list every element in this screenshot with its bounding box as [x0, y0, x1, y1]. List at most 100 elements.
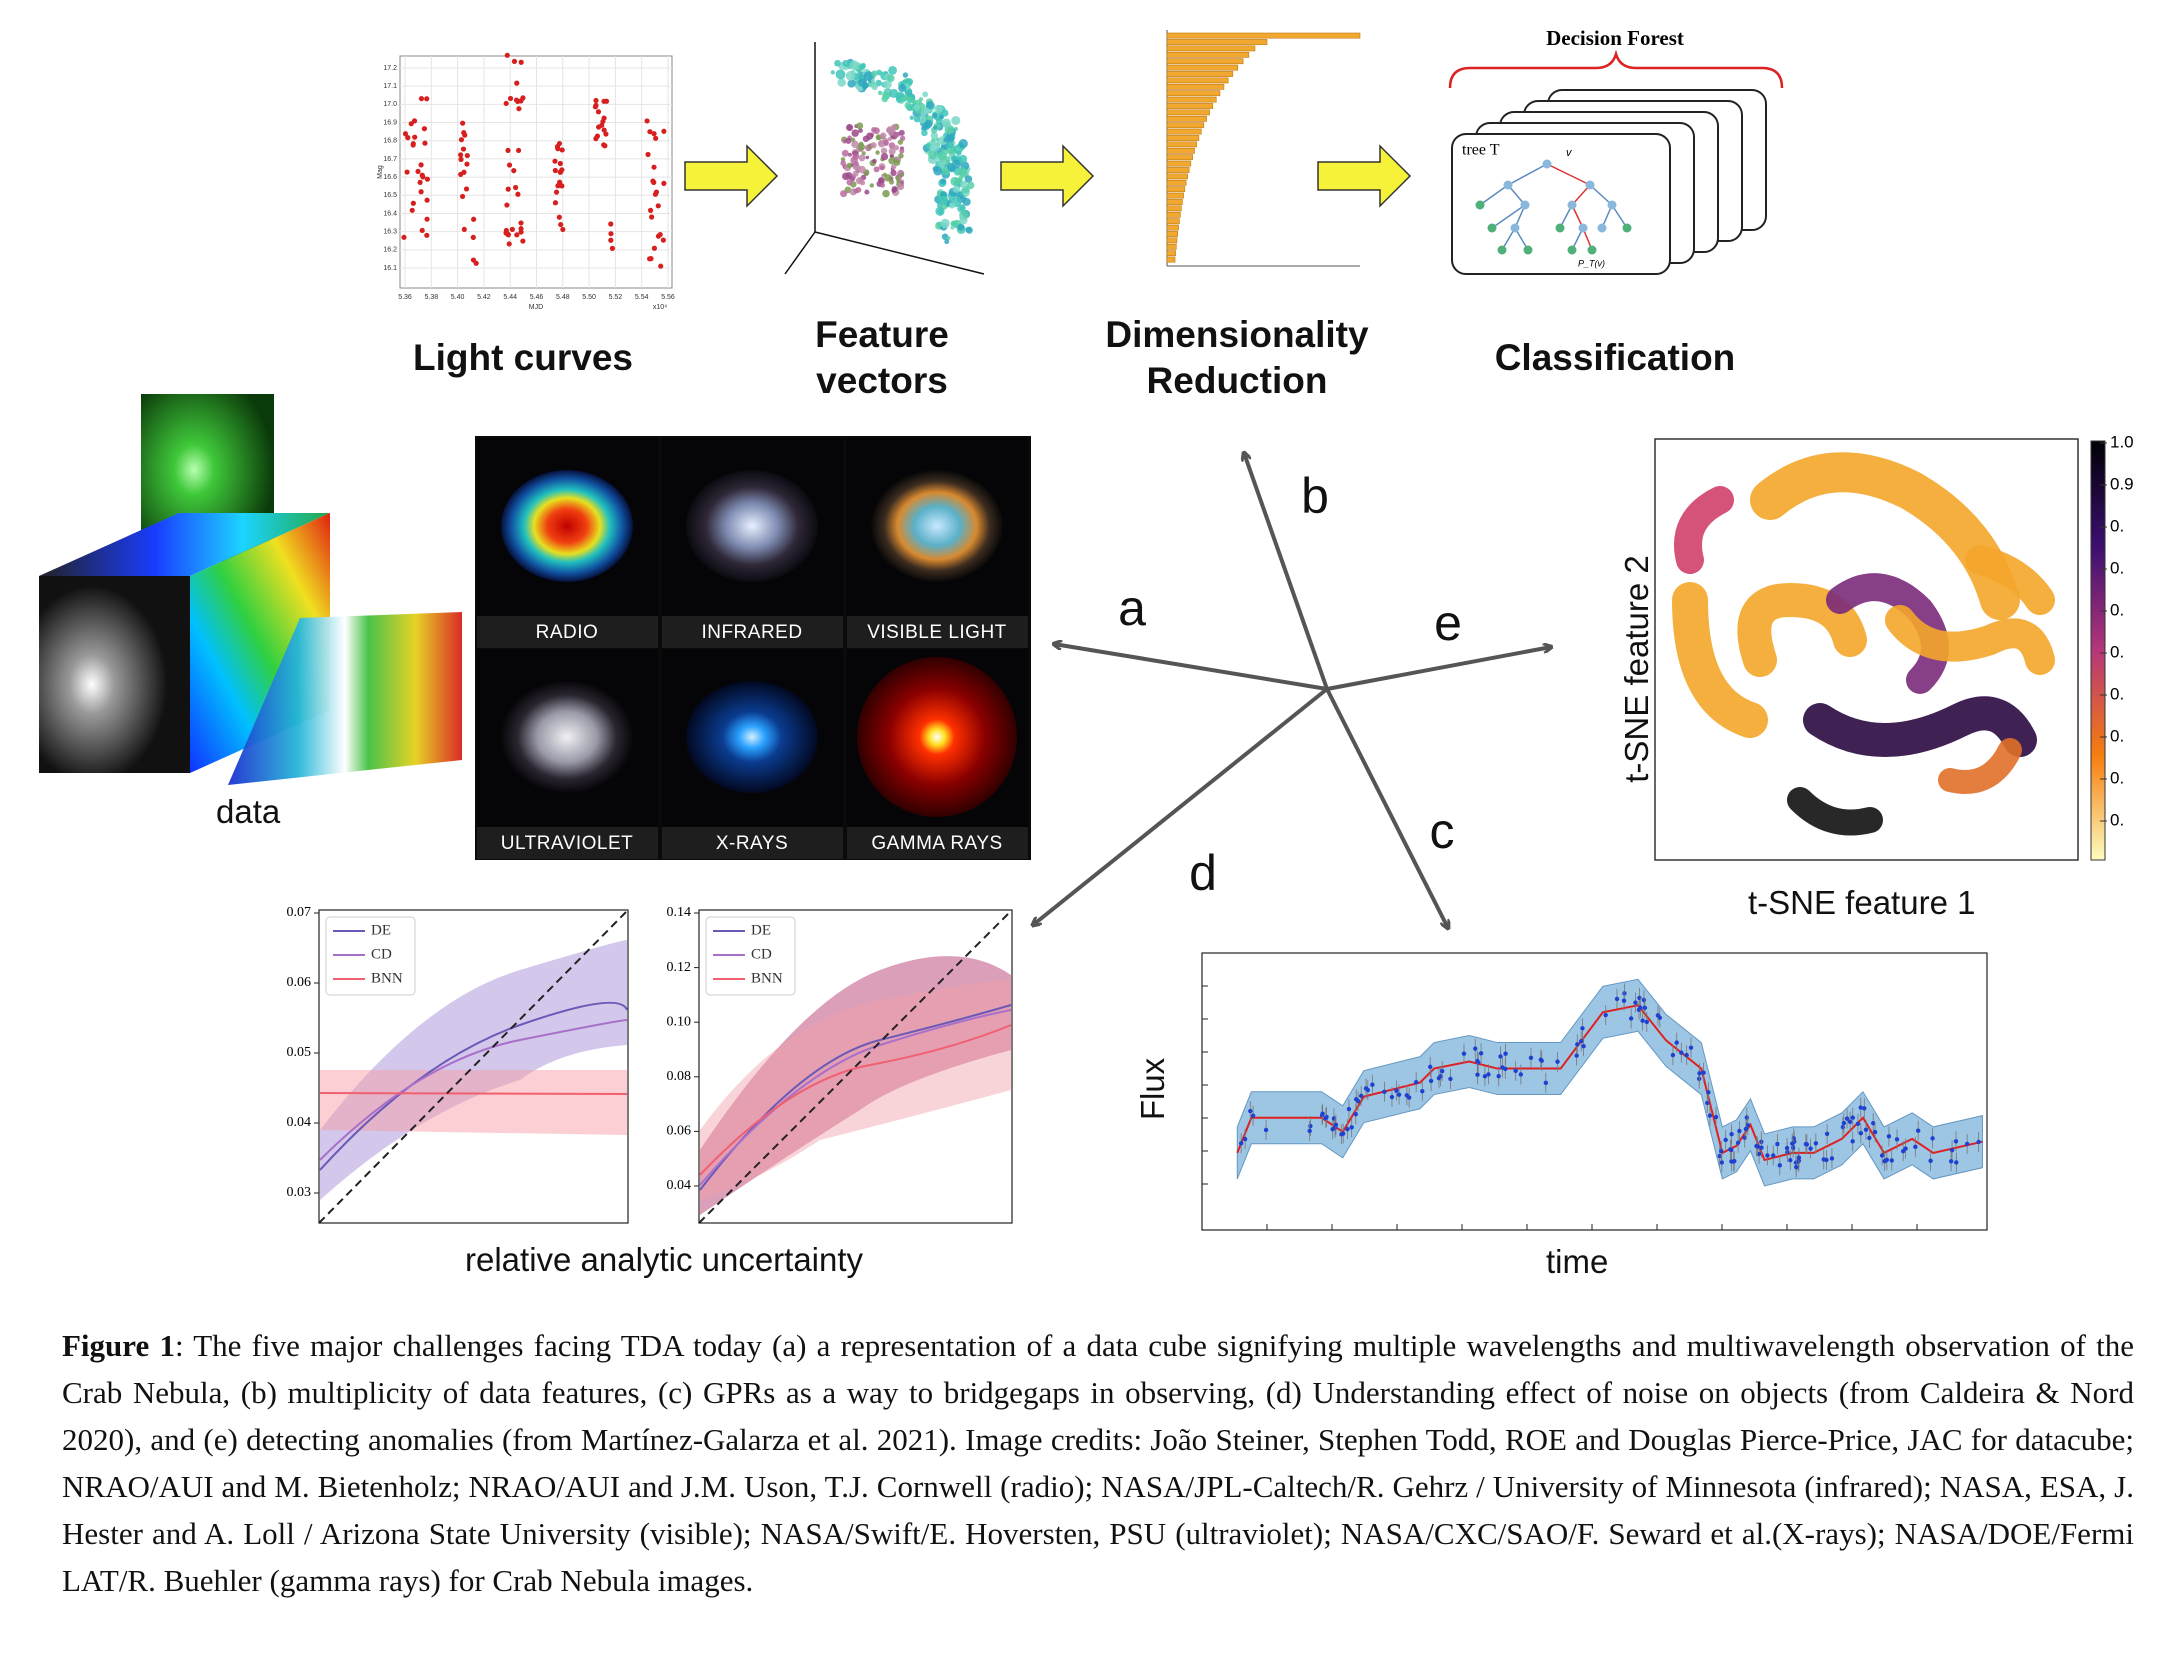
- light-curve-point: [552, 158, 558, 164]
- light-curve-point: [514, 80, 520, 86]
- flux-point: [1389, 1094, 1395, 1100]
- light-curve-point: [593, 97, 599, 104]
- feature-point: [966, 181, 975, 190]
- feature-point: [935, 206, 945, 216]
- feature-point: [897, 183, 905, 191]
- light-curve-point: [648, 256, 654, 262]
- feature-point: [882, 189, 890, 198]
- feature-point: [923, 107, 931, 115]
- colorbar-tick-label: 0.: [2110, 768, 2124, 787]
- feature-point: [951, 116, 961, 126]
- feature-point: [959, 215, 965, 221]
- noise-line: [319, 1019, 628, 1161]
- importance-bar: [1166, 154, 1193, 161]
- flux-point: [1821, 1157, 1826, 1162]
- colorbar-tick-label: 0.: [2110, 810, 2124, 829]
- feature-point: [949, 202, 956, 209]
- flux-point: [1633, 1000, 1638, 1005]
- y-tick-label: 0.10: [667, 1014, 692, 1029]
- x-tick-label: 5.50: [582, 294, 596, 301]
- importance-bar: [1166, 128, 1202, 135]
- flux-point: [1363, 1086, 1369, 1091]
- noise-band: [320, 1070, 627, 1135]
- x-tick-label: 5.36: [398, 294, 412, 301]
- colorbar-tick-label: 0.9: [2110, 474, 2134, 493]
- flux-point: [1461, 1051, 1467, 1056]
- flux-point: [1706, 1090, 1711, 1095]
- tree-node: [1585, 180, 1595, 190]
- flux-point: [1498, 1054, 1503, 1059]
- flux-point: [1655, 1013, 1661, 1018]
- feature-point: [911, 99, 917, 105]
- tree-node: [1510, 223, 1520, 233]
- feature-point: [856, 122, 864, 130]
- light-curve-point: [461, 226, 467, 233]
- flux-point: [1872, 1129, 1878, 1135]
- colorbar: [2090, 440, 2106, 861]
- feature-point: [864, 189, 870, 195]
- importance-bar: [1166, 115, 1207, 122]
- feature-point: [959, 194, 964, 200]
- arrow-label: e: [1434, 595, 1462, 651]
- flux-point: [1340, 1131, 1346, 1136]
- flux-point: [1871, 1120, 1876, 1126]
- x-tick-label: 5.46: [530, 294, 544, 301]
- light-curve-point: [518, 220, 524, 226]
- band-label-bg: [477, 827, 658, 859]
- flux-point: [1719, 1160, 1725, 1165]
- flux-point: [1954, 1160, 1959, 1165]
- flux-point: [1863, 1127, 1869, 1132]
- x-tick-label: 5.42: [477, 294, 491, 301]
- light-curve-point: [401, 234, 407, 240]
- feature-point: [904, 101, 912, 109]
- flux-point: [1744, 1115, 1750, 1120]
- flux-point: [1503, 1066, 1508, 1072]
- feature-point: [853, 164, 861, 172]
- feature-point: [888, 157, 896, 165]
- legend-label: CD: [371, 946, 392, 962]
- flux-point: [1382, 1089, 1387, 1094]
- importance-bar: [1166, 147, 1195, 154]
- pipeline-arrow: [1317, 144, 1412, 208]
- importance-bar: [1166, 39, 1268, 45]
- importance-bar: [1166, 167, 1190, 173]
- y-tick-label: 16.3: [383, 228, 397, 235]
- feature-point: [857, 70, 862, 75]
- flux-point: [1238, 1141, 1244, 1146]
- feature-point: [852, 170, 859, 177]
- light-curve-point: [647, 129, 653, 135]
- x-tick-label: 5.38: [424, 294, 438, 301]
- importance-bar: [1166, 135, 1200, 141]
- light-curve-point: [411, 118, 418, 124]
- root-label: v: [1566, 147, 1573, 159]
- tsne-cluster: [1826, 573, 1949, 694]
- feature-point: [890, 124, 897, 131]
- light-curve-point: [505, 231, 511, 237]
- y-tick-label: 0.06: [287, 975, 312, 990]
- feature-point: [880, 182, 885, 188]
- feature-point: [913, 104, 921, 111]
- light-curve-point: [506, 241, 512, 247]
- x-tick-label: 5.52: [609, 294, 623, 301]
- flux-point: [1475, 1072, 1480, 1077]
- flux-point: [1473, 1046, 1478, 1051]
- importance-bar: [1166, 141, 1197, 148]
- flux-point: [1840, 1124, 1846, 1130]
- light-curve-point: [603, 131, 609, 137]
- crab-nebula: [501, 681, 633, 793]
- light-curve-point: [647, 207, 654, 213]
- tree-node: [1520, 200, 1530, 210]
- feature-point: [932, 165, 940, 173]
- flux-point: [1641, 997, 1647, 1003]
- light-curve-point: [558, 221, 564, 228]
- flux-point: [1790, 1141, 1795, 1146]
- importance-bar: [1166, 32, 1361, 39]
- arrow-label: a: [1118, 580, 1146, 636]
- importance-bar: [1166, 96, 1217, 103]
- flux-point: [1503, 1051, 1508, 1056]
- tsne-cluster: [1938, 738, 2022, 794]
- light-curve-point: [410, 200, 416, 206]
- arrow-label: c: [1430, 803, 1455, 859]
- flux-point: [1248, 1108, 1253, 1114]
- feature-point: [853, 188, 859, 194]
